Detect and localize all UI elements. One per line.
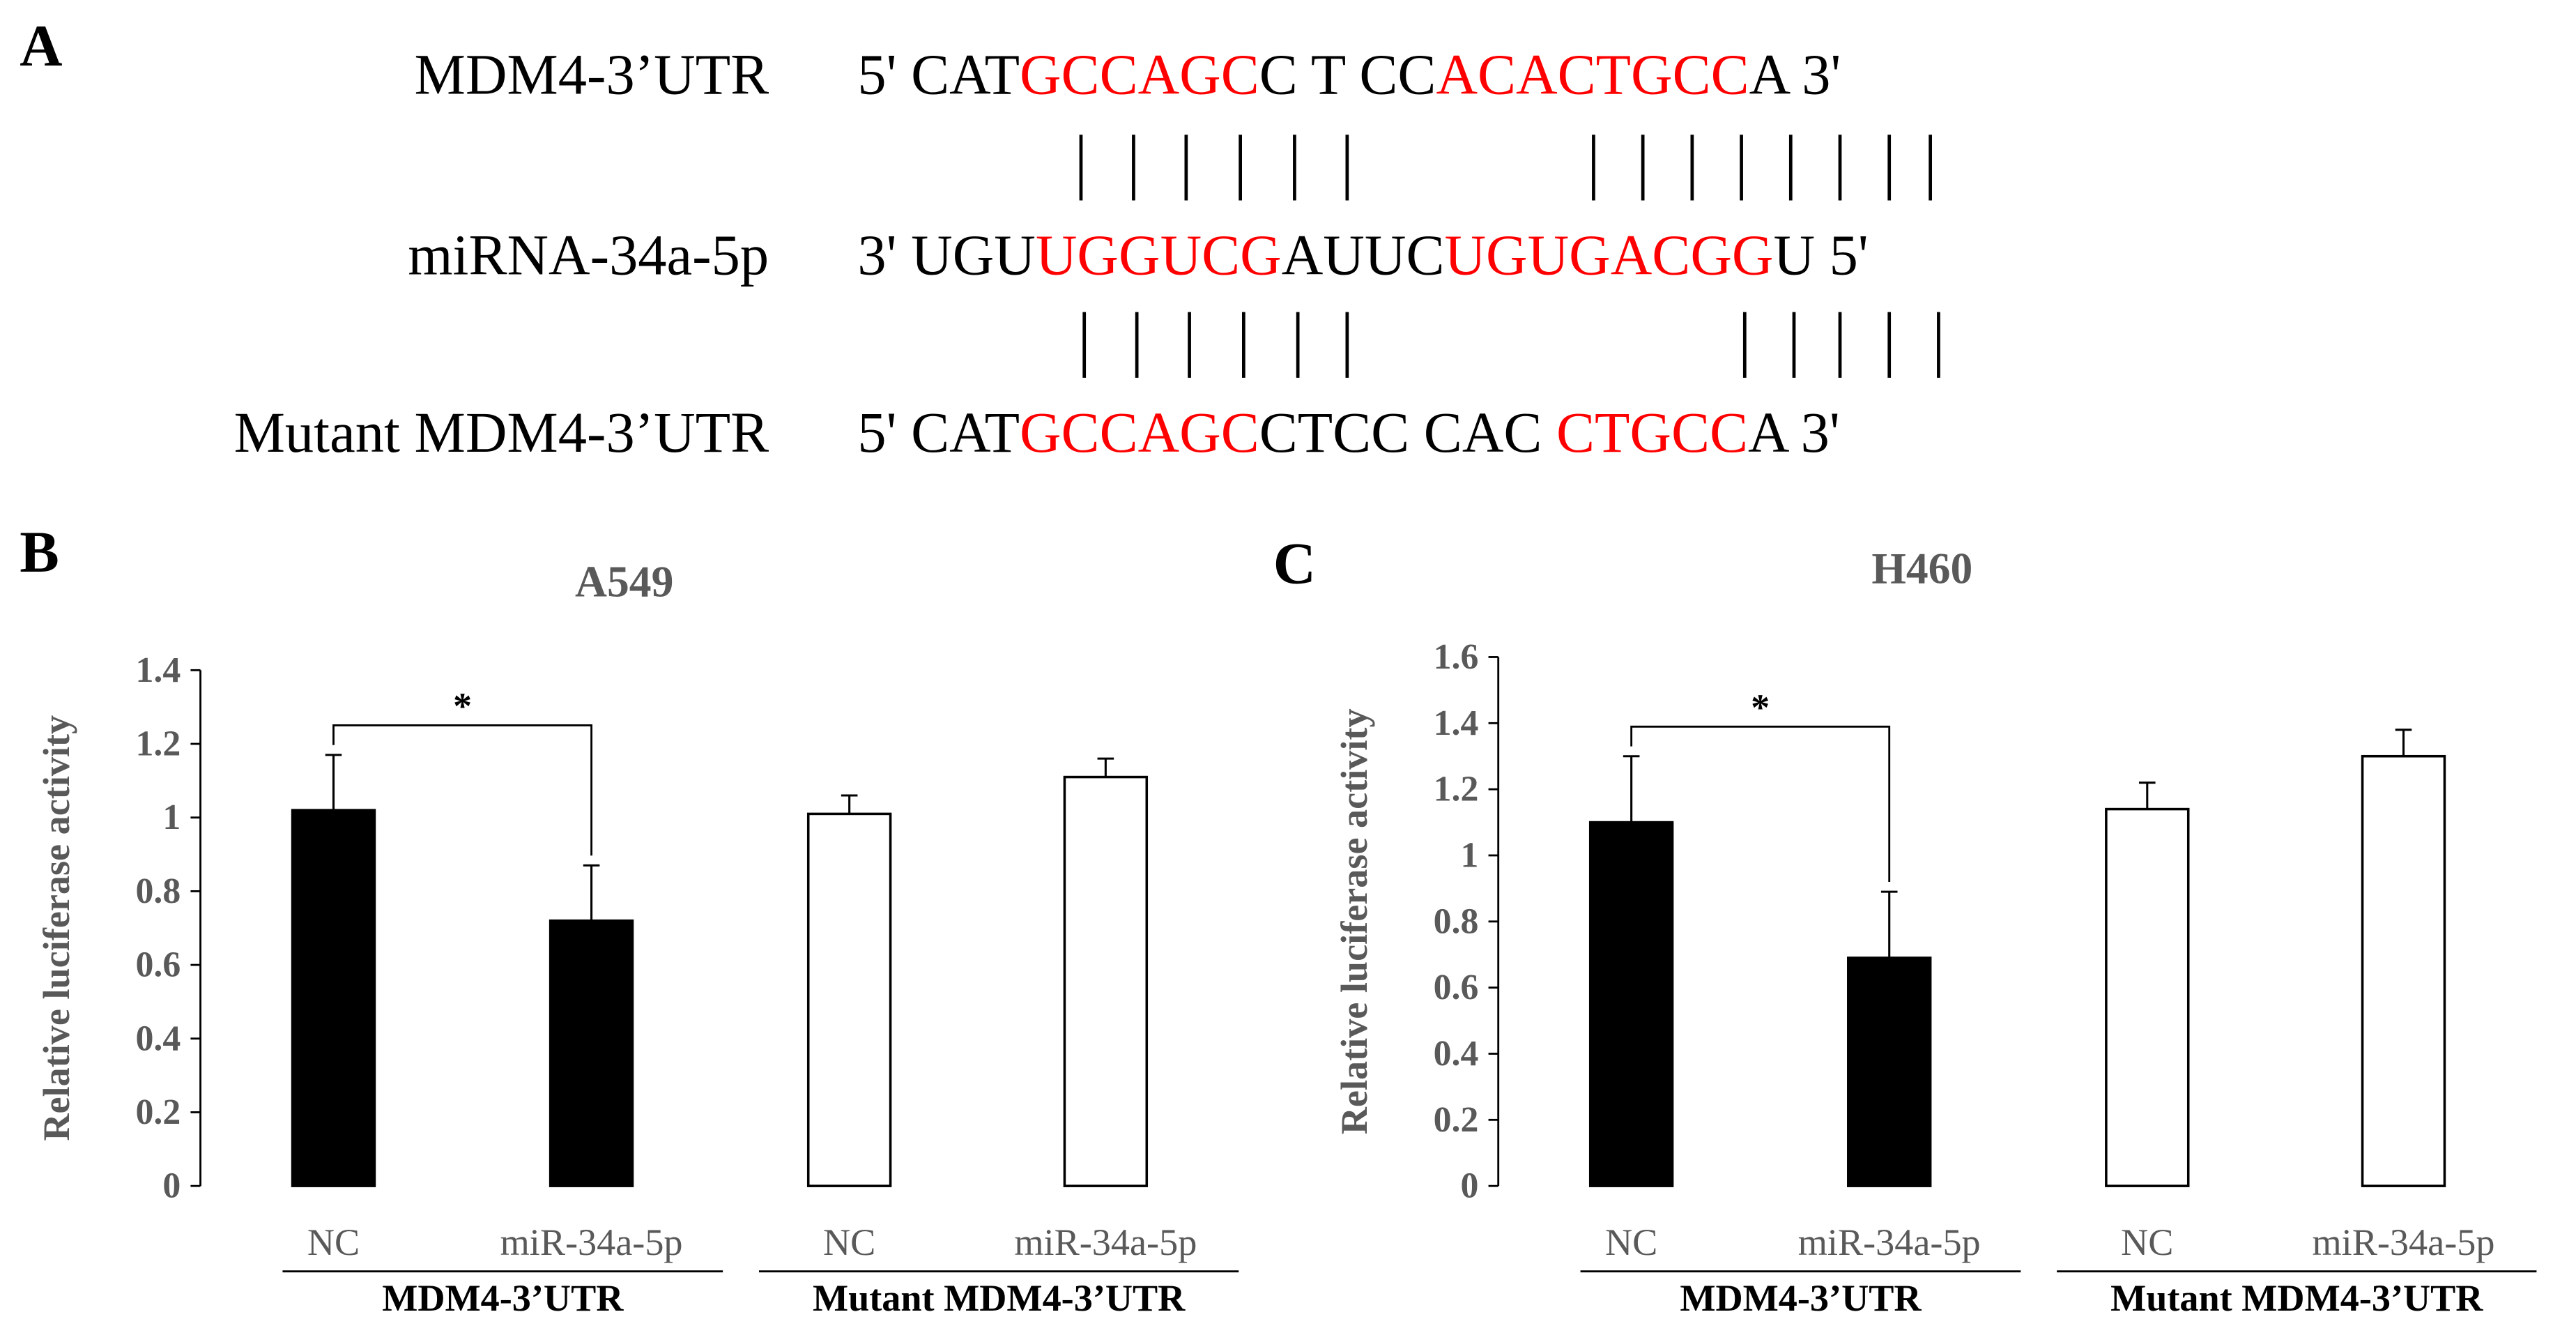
group-label: MDM4-3’UTR bbox=[1680, 1277, 1922, 1319]
sequence: 3' UGUUGGUCGAUUCUGUGACGGU 5' bbox=[857, 223, 1868, 287]
sequence-segment: GCCAGC bbox=[1020, 43, 1259, 106]
error-bar bbox=[1880, 890, 1898, 958]
y-tick-label: 0.4 bbox=[1434, 1034, 1479, 1074]
pairing-lines bbox=[1079, 135, 1940, 378]
bar bbox=[2105, 807, 2190, 1187]
y-tick-label: 0.6 bbox=[1434, 968, 1479, 1007]
significance-bracket bbox=[332, 724, 592, 856]
panel-letter: A bbox=[20, 13, 62, 79]
bar bbox=[549, 919, 634, 1187]
error-bar bbox=[1623, 755, 1640, 823]
x-tick-label: miR-34a-5p bbox=[2313, 1221, 2495, 1263]
bar bbox=[291, 809, 376, 1187]
error-bar bbox=[1097, 757, 1114, 777]
y-tick-label: 0.2 bbox=[1434, 1100, 1479, 1140]
error-bar bbox=[583, 864, 600, 921]
sequence-segment: U 5' bbox=[1773, 223, 1868, 287]
y-tick-label: 0.8 bbox=[1434, 901, 1479, 941]
sequence-segment: A 3' bbox=[1748, 401, 1840, 464]
bar bbox=[2361, 754, 2446, 1187]
sequence-label: miRNA-34a-5p bbox=[408, 223, 769, 287]
sequence-segment: GCCAGC bbox=[1020, 401, 1259, 464]
y-tick-label: 1.2 bbox=[135, 724, 181, 764]
sequence-segment: UGGUCG bbox=[1036, 223, 1282, 287]
y-tick-label: 0.8 bbox=[135, 871, 181, 911]
sequence-segment: UGUGACGG bbox=[1444, 223, 1773, 287]
x-tick-label: NC bbox=[307, 1221, 360, 1263]
panel-letter: C bbox=[1273, 531, 1316, 596]
sequence-segment: 3' UGU bbox=[857, 223, 1035, 287]
y-tick-label: 1.6 bbox=[1434, 637, 1479, 677]
significance-label: * bbox=[453, 685, 472, 727]
error-bar bbox=[841, 794, 858, 814]
y-axis-title: Relative luciferase activity bbox=[1333, 708, 1375, 1134]
y-tick-label: 1 bbox=[1461, 835, 1479, 875]
bar bbox=[1588, 821, 1674, 1187]
y-tick-label: 1 bbox=[162, 798, 181, 837]
y-tick-label: 1.4 bbox=[1434, 703, 1479, 743]
sequence-segment: A 3' bbox=[1749, 43, 1841, 106]
y-tick-label: 0.4 bbox=[135, 1019, 181, 1058]
x-tick-label: miR-34a-5p bbox=[1798, 1221, 1981, 1263]
sequence: 5' CATGCCAGCC T CCACACTGCCA 3' bbox=[857, 43, 1841, 106]
error-bar bbox=[2395, 729, 2412, 756]
chart-title: A549 bbox=[575, 556, 673, 606]
sequence-segment: ACACTGCC bbox=[1436, 43, 1749, 106]
bar bbox=[806, 812, 892, 1187]
error-bar bbox=[2139, 781, 2156, 809]
sequence-segment: CTCC CAC bbox=[1259, 401, 1556, 464]
x-tick-label: miR-34a-5p bbox=[1014, 1221, 1197, 1263]
significance-label: * bbox=[1751, 687, 1770, 729]
group-label: MDM4-3’UTR bbox=[382, 1277, 624, 1319]
sequence: 5' CATGCCAGCCTCC CAC CTGCCA 3' bbox=[857, 401, 1839, 464]
y-tick-label: 0 bbox=[162, 1166, 181, 1206]
error-bar bbox=[325, 754, 342, 811]
group-label: Mutant MDM4-3’UTR bbox=[813, 1277, 1186, 1319]
group-label: Mutant MDM4-3’UTR bbox=[2110, 1277, 2483, 1319]
chart-title: H460 bbox=[1871, 543, 1972, 593]
x-tick-label: NC bbox=[1605, 1221, 1657, 1263]
sequence-label: Mutant MDM4-3’UTR bbox=[234, 401, 769, 464]
x-tick-label: NC bbox=[2121, 1221, 2173, 1263]
sequence-segment: AUUC bbox=[1282, 223, 1445, 287]
sequence-segment: 5' CAT bbox=[857, 43, 1020, 106]
significance-bracket bbox=[1630, 725, 1891, 883]
sequence-label: MDM4-3’UTR bbox=[414, 43, 769, 106]
x-tick-label: NC bbox=[823, 1221, 875, 1263]
y-tick-label: 1.2 bbox=[1434, 770, 1479, 809]
sequence-segment: 5' CAT bbox=[857, 401, 1020, 464]
x-tick-label: miR-34a-5p bbox=[500, 1221, 683, 1263]
y-tick-label: 1.4 bbox=[135, 650, 181, 690]
sequence-segment: C T CC bbox=[1259, 43, 1436, 106]
y-tick-label: 0 bbox=[1461, 1166, 1479, 1206]
panel-letter: B bbox=[20, 519, 59, 585]
sequence-segment: CTGCC bbox=[1556, 401, 1748, 464]
bar bbox=[1063, 775, 1149, 1187]
y-tick-label: 0.6 bbox=[135, 945, 181, 985]
y-axis-title: Relative luciferase activity bbox=[36, 715, 77, 1141]
bar bbox=[1847, 956, 1932, 1187]
y-tick-label: 0.2 bbox=[135, 1092, 181, 1132]
